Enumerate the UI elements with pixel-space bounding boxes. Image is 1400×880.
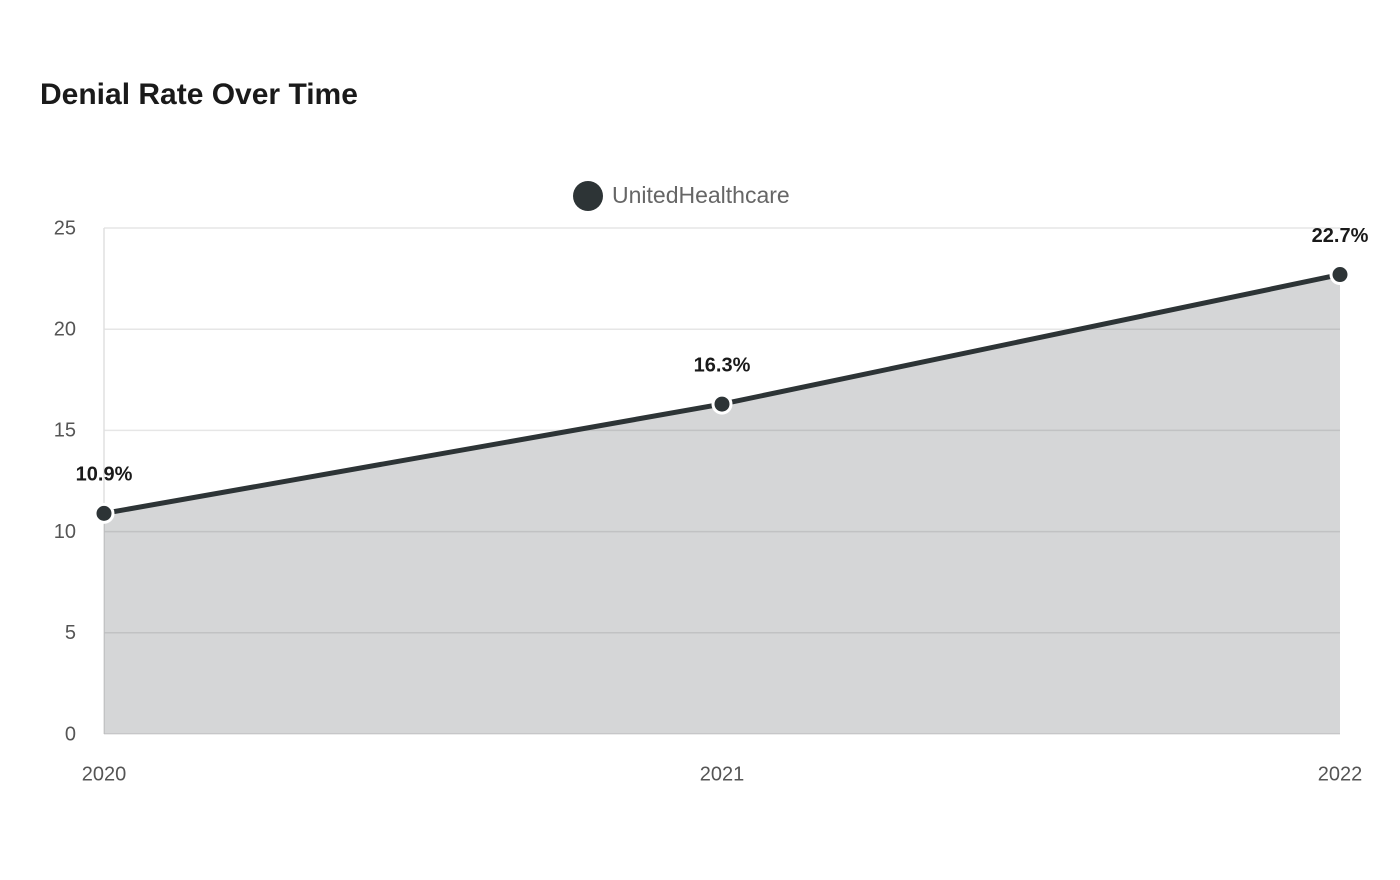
y-tick-label: 25 bbox=[54, 217, 76, 239]
x-tick-label: 2020 bbox=[82, 763, 127, 785]
chart-title: Denial Rate Over Time bbox=[40, 78, 358, 111]
y-tick-label: 15 bbox=[54, 420, 76, 442]
legend-label: UnitedHealthcare bbox=[612, 182, 790, 208]
x-tick-label: 2022 bbox=[1318, 763, 1363, 785]
y-tick-label: 10 bbox=[54, 521, 76, 543]
value-label: 16.3% bbox=[694, 354, 751, 376]
y-tick-label: 20 bbox=[54, 318, 76, 340]
value-label: 10.9% bbox=[76, 464, 133, 486]
x-tick-label: 2021 bbox=[700, 763, 745, 785]
value-label: 22.7% bbox=[1312, 225, 1369, 247]
legend-marker bbox=[573, 181, 603, 211]
area bbox=[104, 274, 1340, 734]
point bbox=[1329, 264, 1351, 286]
y-tick-label: 0 bbox=[65, 723, 76, 745]
point bbox=[711, 393, 733, 415]
y-tick-label: 5 bbox=[65, 622, 76, 644]
point bbox=[93, 502, 115, 524]
